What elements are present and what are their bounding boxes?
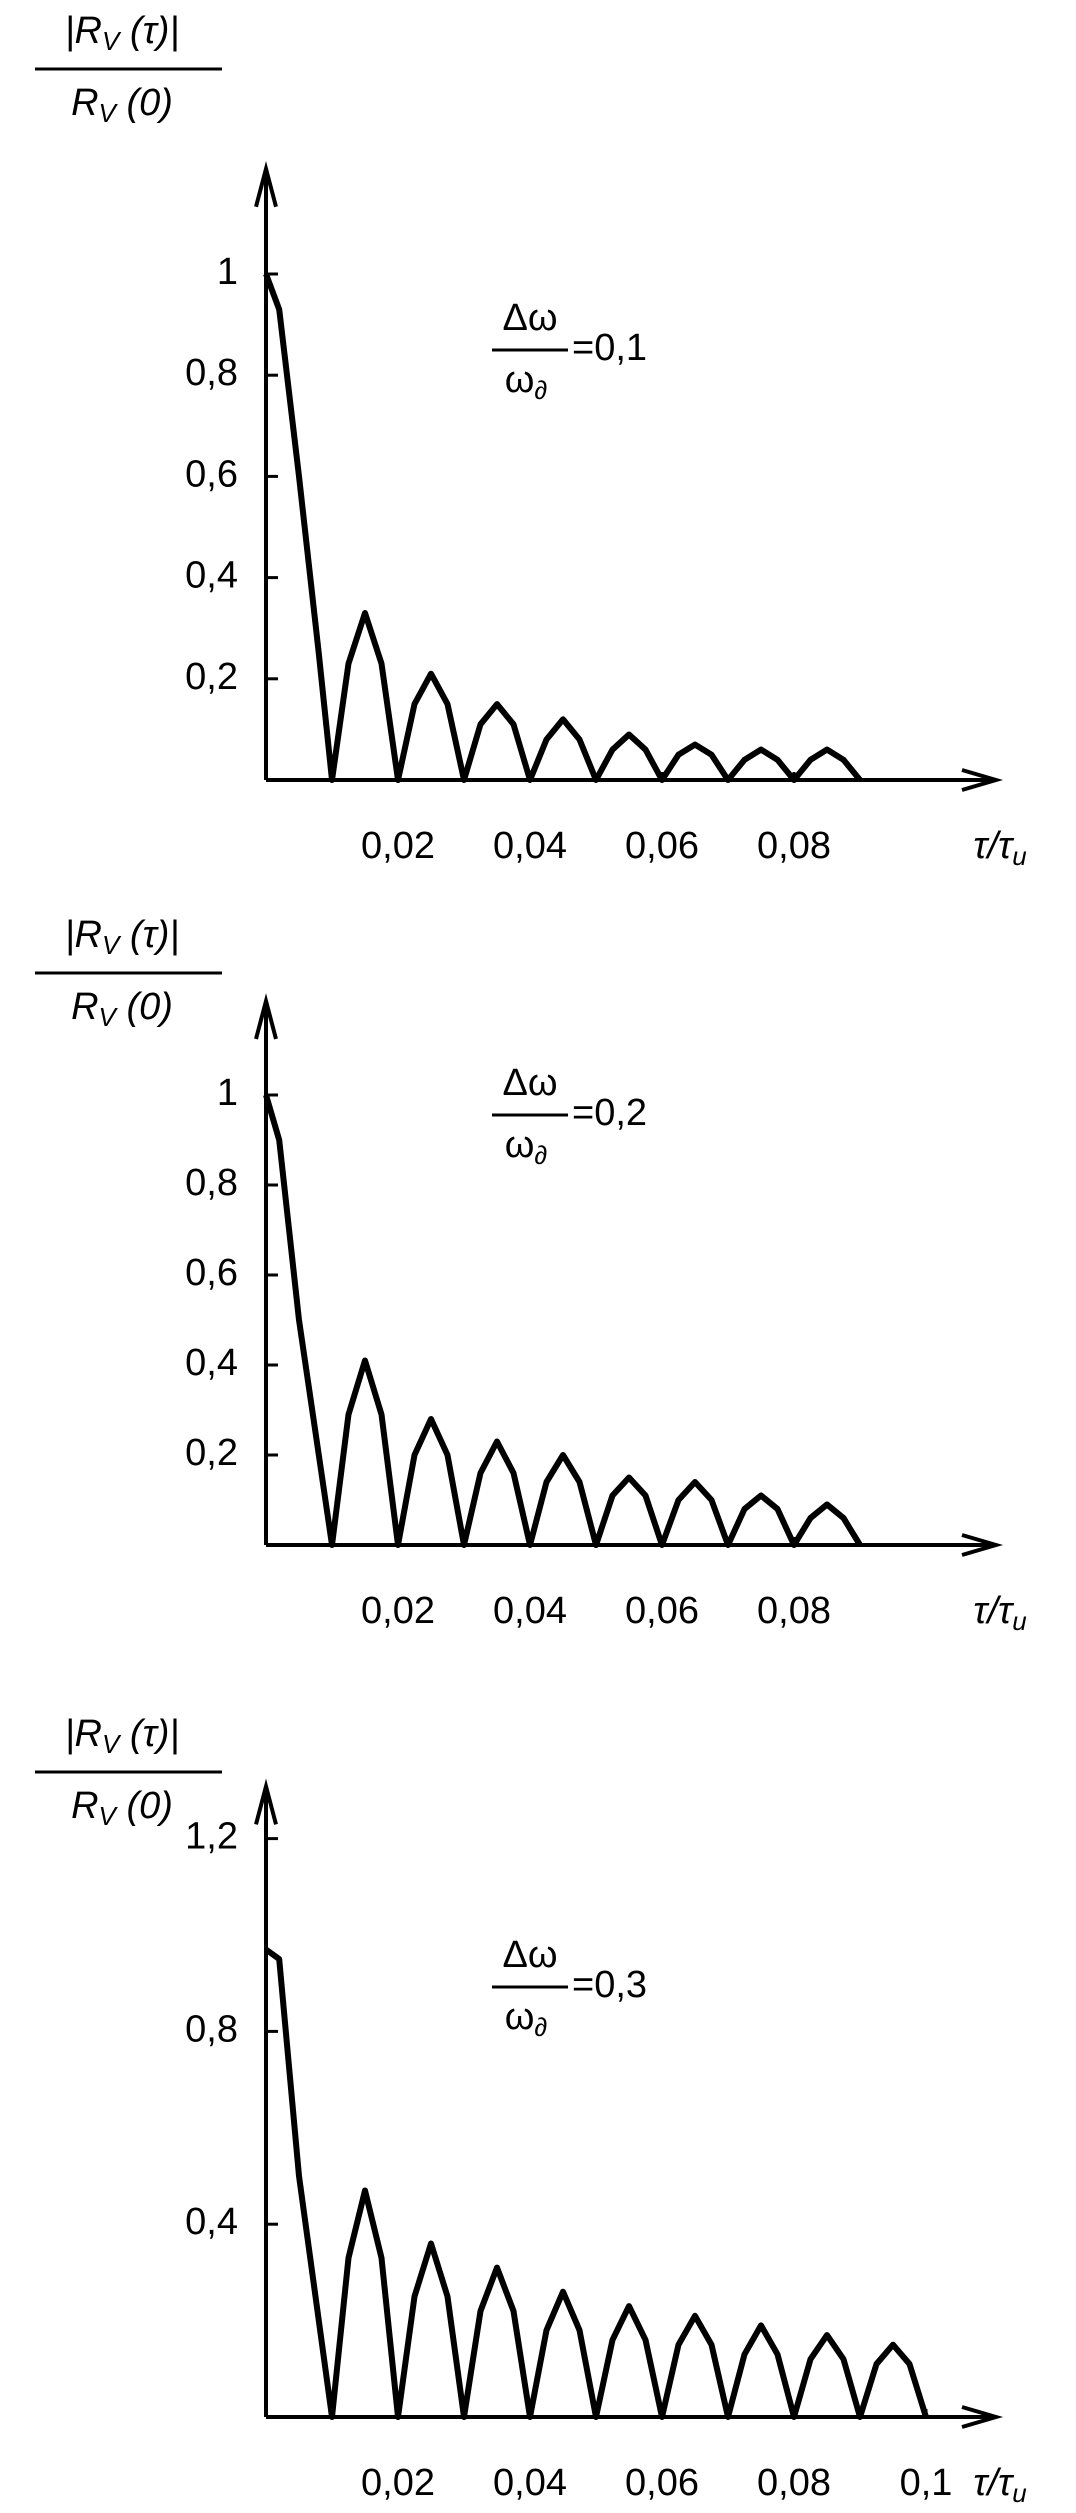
curve bbox=[263, 1094, 863, 1548]
label-part: ∂ bbox=[534, 1140, 547, 1170]
y-tick-label: 1 bbox=[217, 1072, 238, 1114]
label-part: V bbox=[102, 930, 122, 960]
x-tick-label: 0,04 bbox=[493, 1590, 567, 1632]
y-tick-label: 0,6 bbox=[185, 1252, 238, 1294]
label-part: (τ)| bbox=[119, 914, 179, 956]
x-tick-label: 0,1 bbox=[900, 2462, 953, 2504]
curve bbox=[263, 272, 863, 783]
x-tick-label: 0,02 bbox=[361, 1590, 435, 1632]
x-tick-label: 0,04 bbox=[493, 2462, 567, 2504]
label-part: ω bbox=[505, 1996, 535, 2038]
label-part: V bbox=[99, 98, 119, 128]
label-part: τ/τ bbox=[973, 1590, 1015, 1632]
label-part: ω bbox=[505, 1124, 535, 1166]
annotation-numerator: Δω bbox=[502, 297, 557, 339]
x-axis-arrow bbox=[961, 1533, 1004, 1557]
y-tick-label: 1,2 bbox=[185, 1816, 238, 1858]
y-tick-label: 0,2 bbox=[185, 1432, 238, 1474]
label-part: V bbox=[102, 26, 122, 56]
x-tick-label: 0,06 bbox=[625, 1590, 699, 1632]
annotation-value: =0,3 bbox=[572, 1964, 647, 2006]
label-part: (τ)| bbox=[119, 10, 179, 52]
annotation-value: =0,2 bbox=[572, 1092, 647, 1134]
y-axis-arrow bbox=[254, 1778, 278, 1825]
x-axis-arrow bbox=[961, 2405, 1004, 2429]
y-axis-arrow bbox=[254, 160, 278, 208]
x-tick-label: 0,06 bbox=[625, 2462, 699, 2504]
annotation-numerator: Δω bbox=[502, 1934, 557, 1976]
label-part: R bbox=[71, 986, 98, 1028]
y-tick-label: 0,4 bbox=[185, 1342, 238, 1384]
x-tick-label: 0,02 bbox=[361, 2462, 435, 2504]
annotation-numerator: Δω bbox=[502, 1062, 557, 1104]
y-tick-label: 0,6 bbox=[185, 453, 238, 495]
label-part: V bbox=[99, 1801, 119, 1831]
annotation-value: =0,1 bbox=[572, 327, 647, 369]
y-tick-label: 0,8 bbox=[185, 352, 238, 394]
label-part: |R bbox=[65, 914, 102, 956]
label-part: u bbox=[1012, 1606, 1026, 1636]
label: RV (0) bbox=[71, 1785, 173, 1831]
x-axis-arrow bbox=[961, 768, 1004, 792]
label-part: (0) bbox=[116, 1785, 173, 1827]
label-part: τ/τ bbox=[973, 825, 1015, 867]
label: τ/τu bbox=[973, 1590, 1026, 1636]
label: |RV (τ)| bbox=[65, 1713, 180, 1759]
x-tick-label: 0,08 bbox=[757, 825, 831, 867]
label-part: V bbox=[102, 1729, 122, 1759]
label-part: τ/τ bbox=[973, 2462, 1015, 2504]
label: |RV (τ)| bbox=[65, 914, 180, 960]
annotation-denominator: ω∂ bbox=[505, 1996, 548, 2042]
annotation-denominator: ω∂ bbox=[505, 359, 548, 405]
label-part: R bbox=[71, 1785, 98, 1827]
label-part: (0) bbox=[116, 82, 173, 124]
x-tick-label: 0,02 bbox=[361, 825, 435, 867]
label-part: R bbox=[71, 82, 98, 124]
label-part: u bbox=[1012, 2478, 1026, 2508]
x-tick-label: 0,08 bbox=[757, 2462, 831, 2504]
y-tick-label: 0,8 bbox=[185, 2008, 238, 2050]
x-tick-label: 0,04 bbox=[493, 825, 567, 867]
y-tick-label: 1 bbox=[217, 251, 238, 293]
label: τ/τu bbox=[973, 825, 1026, 871]
label-part: ∂ bbox=[534, 375, 547, 405]
label: τ/τu bbox=[973, 2462, 1026, 2508]
x-tick-label: 0,08 bbox=[757, 1590, 831, 1632]
curve bbox=[264, 1947, 929, 2420]
label-part: (τ)| bbox=[119, 1713, 179, 1755]
y-tick-label: 0,8 bbox=[185, 1162, 238, 1204]
y-axis-arrow bbox=[254, 993, 278, 1040]
x-tick-label: 0,06 bbox=[625, 825, 699, 867]
label-part: u bbox=[1012, 841, 1026, 871]
y-tick-label: 0,4 bbox=[185, 555, 238, 597]
label: RV (0) bbox=[71, 986, 173, 1032]
label-part: (0) bbox=[116, 986, 173, 1028]
label: |RV (τ)| bbox=[65, 10, 180, 56]
annotation-denominator: ω∂ bbox=[505, 1124, 548, 1170]
label-part: |R bbox=[65, 1713, 102, 1755]
label-part: V bbox=[99, 1002, 119, 1032]
label-part: ∂ bbox=[534, 2012, 547, 2042]
y-tick-label: 0,2 bbox=[185, 656, 238, 698]
label-part: |R bbox=[65, 10, 102, 52]
label: RV (0) bbox=[71, 82, 173, 128]
y-tick-label: 0,4 bbox=[185, 2201, 238, 2243]
label-part: ω bbox=[505, 359, 535, 401]
